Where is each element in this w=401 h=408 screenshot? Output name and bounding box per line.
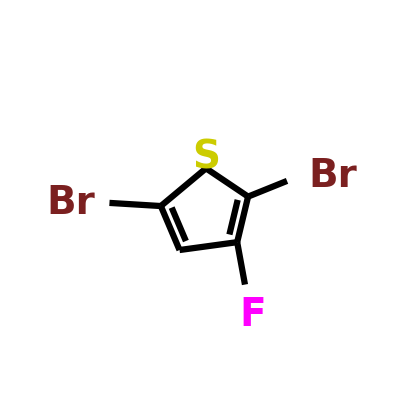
Text: Br: Br bbox=[308, 157, 357, 195]
Text: S: S bbox=[192, 138, 219, 176]
Text: Br: Br bbox=[47, 184, 95, 222]
Text: F: F bbox=[239, 295, 265, 334]
